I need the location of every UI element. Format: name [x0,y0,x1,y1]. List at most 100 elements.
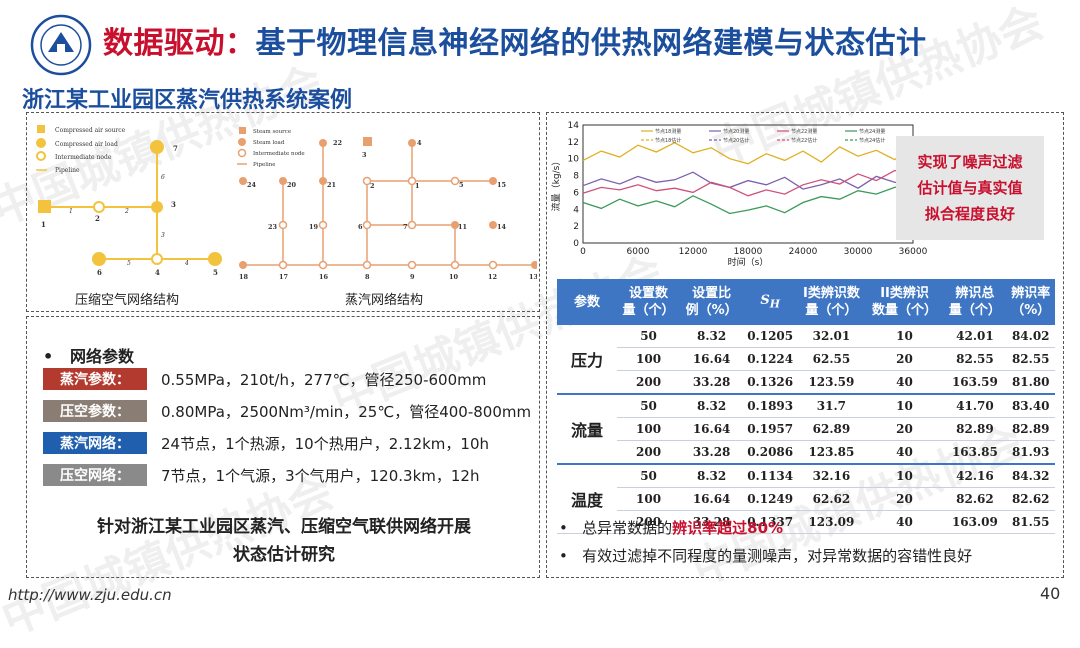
page-subtitle: 浙江某工业园区蒸汽供热系统案例 [22,88,353,113]
svg-text:24: 24 [247,181,257,189]
y-tick-label: 2 [573,222,579,232]
col-header: 辨识总 量（个） [943,279,1007,325]
table-row: 100 16.64 0.1224 62.55 20 82.55 82.55 [557,347,1055,371]
table-cell: 163.85 [943,440,1007,465]
page-title: 数据驱动：基于物理信息神经网络的供热网络建模与状态估计 [103,26,927,61]
table-row: 温度 50 8.32 0.1134 32.16 10 42.16 84.32 [557,463,1055,534]
param-row: 压空网络： 7节点，1个气源，3个气用户，120.3km，12h [43,463,479,487]
svg-text:1: 1 [415,182,420,190]
table-cell: 81.93 [1006,440,1055,465]
svg-text:Pipeline: Pipeline [253,162,276,168]
x-tick-label: 0 [580,247,586,257]
svg-text:14: 14 [497,223,507,231]
y-tick-label: 4 [573,205,579,215]
group-label: 温度 [557,463,617,534]
table-cell: 123.85 [797,440,866,465]
y-tick-label: 10 [568,155,580,165]
legend-label: 节点18测量 [655,128,681,135]
table-cell: 100 [617,347,681,371]
svg-text:1: 1 [41,220,46,229]
y-tick-label: 6 [573,188,579,198]
legend-label: 节点24估计 [859,137,885,144]
param-tag: 压空网络： [43,464,147,486]
summary-line-2: • 有效过滤掉不同程度的量测噪声，对异常数据的容错性良好 [559,547,973,565]
table-cell: 16.64 [680,487,744,511]
table-row: 200 33.28 0.1337 123.09 40 163.09 81.55 [557,510,1055,534]
flow-chart: 0 2 4 6 8 10 12 14 0 6000 12000 18000 24000 30000 3600… [550,121,928,268]
table-cell: 32.01 [797,325,866,348]
table-row: 200 33.28 0.2086 123.85 40 163.85 81.93 [557,440,1055,465]
steam-network-caption: 蒸汽网络结构 [345,293,424,308]
col-header: I类辨识数 量（个） [797,279,866,325]
table-cell: 8.32 [680,325,744,348]
series-line [582,184,914,215]
table-cell: 0.1249 [743,487,798,511]
svg-text:10: 10 [449,273,459,281]
svg-text:7: 7 [403,223,408,231]
table-cell: 100 [617,487,681,511]
y-axis-label: 流量（kg/s） [550,157,562,212]
col-header: II类辨识 数量（个） [865,279,944,325]
table-cell: 123.59 [797,370,866,395]
series-line [582,169,914,197]
footer-url[interactable]: http://www.zju.edu.cn [8,586,172,604]
svg-text:7: 7 [173,144,178,153]
table-cell: 40 [865,440,944,465]
table-cell: 82.55 [1006,347,1055,371]
table-cell: 200 [617,370,681,395]
table-cell: 82.55 [943,347,1007,371]
air-legend-load: Compressed air load [55,141,118,148]
svg-text:13: 13 [529,273,537,281]
table-cell: 33.28 [680,440,744,465]
air-legend-node: Intermediate node [55,154,112,161]
table-cell: 42.16 [943,463,1007,488]
param-row: 蒸汽参数： 0.55MPa，210t/h，277℃，管径250-600mm [43,367,486,391]
air-legend-source: Compressed air source [55,127,126,134]
svg-text:15: 15 [497,181,507,189]
svg-text:3: 3 [362,151,367,159]
x-tick-label: 24000 [789,247,818,257]
legend-label: 节点22估计 [791,137,817,144]
legend-label: 节点18估计 [655,137,681,144]
svg-text:5: 5 [127,260,131,267]
svg-text:9: 9 [410,273,415,281]
table-cell: 0.1337 [743,510,798,534]
table-cell: 123.09 [797,510,866,534]
table-cell: 82.62 [1006,487,1055,511]
network-structure-panel: Compressed air source Compressed air loa… [26,112,540,312]
param-row: 压空参数： 0.80MPa，2500Nm³/min，25℃，管径400-800m… [43,399,531,423]
table-cell: 82.89 [1006,417,1055,441]
param-value: 24节点，1个热源，10个热用户，2.12km，10h [161,434,490,453]
table-cell: 31.7 [797,393,866,418]
table-cell: 33.28 [680,510,744,534]
table-cell: 0.1893 [743,393,798,418]
series-line [582,171,914,190]
table-cell: 163.09 [943,510,1007,534]
page-number: 40 [1040,584,1061,603]
table-cell: 42.01 [943,325,1007,348]
table-cell: 62.89 [797,417,866,441]
table-cell: 62.55 [797,347,866,371]
svg-text:12: 12 [488,273,497,281]
table-row: 压力 50 8.32 0.1205 32.01 10 42.01 84.02 [557,325,1055,395]
table-cell: 32.16 [797,463,866,488]
table-cell: 100 [617,417,681,441]
col-header: 设置数 量（个） [617,279,681,325]
air-network-caption: 压缩空气网络结构 [75,293,180,308]
legend-label: 节点22测量 [791,128,817,135]
svg-text:3: 3 [171,200,176,209]
param-value: 7节点，1个气源，3个气用户，120.3km，12h [161,466,480,485]
svg-text:22: 22 [333,139,342,147]
svg-text:3: 3 [161,232,165,239]
param-value: 0.80MPa，2500Nm³/min，25℃，管径400-800mm [161,402,532,421]
table-cell: 8.32 [680,393,744,418]
table-cell: 81.55 [1006,510,1055,534]
network-diagrams: Compressed air source Compressed air loa… [36,125,537,281]
table-cell: 200 [617,510,681,534]
svg-text:5: 5 [213,268,218,277]
note-box: 实现了噪声过滤 估计值与真实值 拟合程度良好 [896,136,1044,240]
table-header-row: 参数 设置数 量（个） 设置比 例（%） SH I类辨识数 量（个） II类辨识 数量（… [557,279,1055,325]
table-cell: 20 [865,417,944,441]
parameters-panel: • 网络参数 蒸汽参数： 0.55MPa，210t/h，277℃，管径250-6… [26,316,540,578]
legend-label: 节点20估计 [723,137,749,144]
